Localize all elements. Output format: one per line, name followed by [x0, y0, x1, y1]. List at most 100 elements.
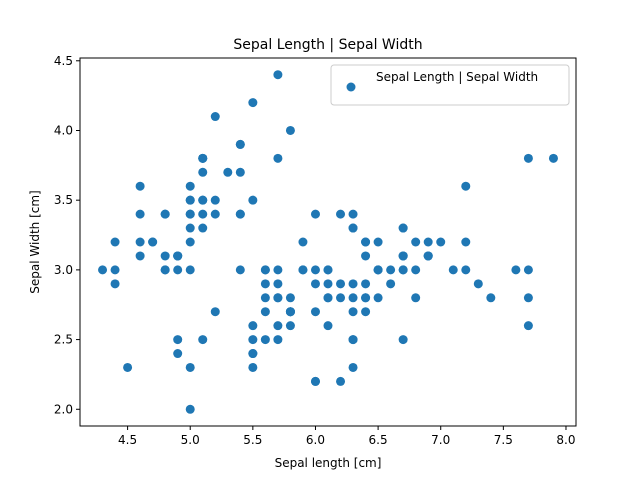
data-point-85: [310, 209, 320, 219]
y-axis-ticks: 2.0 2.5 3.0 3.5 4.0 4.5: [54, 54, 80, 416]
data-point-112: [411, 265, 421, 275]
data-point-33: [248, 98, 258, 108]
data-point-27: [210, 195, 220, 205]
data-point-111: [361, 307, 371, 317]
data-point-105: [511, 265, 521, 275]
data-point-136: [348, 209, 358, 219]
x-tick-label-0: 4.5: [118, 433, 137, 447]
data-point-64: [260, 279, 270, 289]
data-point-106: [173, 335, 183, 345]
data-point-31: [235, 209, 245, 219]
data-point-148: [336, 209, 346, 219]
data-point-122: [523, 293, 533, 303]
data-point-3: [135, 251, 145, 261]
data-point-22: [135, 181, 145, 191]
data-point-59: [210, 307, 220, 317]
data-point-43: [185, 195, 195, 205]
data-point-25: [185, 265, 195, 275]
data-point-125: [461, 237, 471, 247]
data-point-130: [486, 293, 496, 303]
data-point-115: [361, 237, 371, 247]
y-tick-label-3: 3.5: [54, 193, 73, 207]
data-point-75: [386, 265, 396, 275]
data-point-138: [310, 265, 320, 275]
data-point-113: [273, 335, 283, 345]
data-point-119: [310, 376, 320, 386]
data-point-96: [273, 279, 283, 289]
data-point-14: [285, 125, 295, 135]
data-point-39: [198, 209, 208, 219]
chart-title: Sepal Length | Sepal Width: [233, 37, 422, 53]
x-tick-label-2: 5.5: [243, 433, 262, 447]
data-point-102: [448, 265, 458, 275]
data-point-147: [373, 265, 383, 275]
legend-label: Sepal Length | Sepal Width: [376, 70, 538, 84]
y-tick-label-0: 2.0: [54, 402, 73, 416]
data-point-76: [411, 293, 421, 303]
x-axis-label: Sepal length [cm]: [275, 456, 382, 470]
data-point-4: [185, 181, 195, 191]
data-point-29: [148, 237, 158, 247]
data-point-30: [160, 251, 170, 261]
data-point-121: [260, 293, 270, 303]
data-point-132: [361, 293, 371, 303]
data-point-69: [260, 335, 270, 345]
data-point-131: [548, 153, 558, 163]
data-point-36: [248, 195, 258, 205]
data-point-100: [348, 223, 358, 233]
data-point-129: [461, 265, 471, 275]
data-point-110: [373, 237, 383, 247]
data-point-107: [473, 279, 483, 289]
data-point-74: [361, 279, 371, 289]
plot-area-frame: [79, 57, 577, 427]
data-point-133: [348, 293, 358, 303]
data-point-83: [310, 307, 320, 317]
legend: Sepal Length | Sepal Width: [330, 64, 570, 106]
data-point-16: [235, 139, 245, 149]
data-point-32: [210, 112, 220, 122]
data-point-92: [285, 321, 295, 331]
data-point-143: [411, 237, 421, 247]
data-point-6: [135, 209, 145, 219]
data-point-95: [273, 265, 283, 275]
data-point-127: [323, 265, 333, 275]
data-point-149: [298, 265, 308, 275]
data-point-146: [348, 335, 358, 345]
data-points: [98, 70, 558, 414]
data-point-41: [123, 362, 133, 372]
data-point-17: [198, 195, 208, 205]
data-point-99: [273, 293, 283, 303]
data-point-54: [373, 293, 383, 303]
legend-marker: [346, 82, 356, 92]
data-point-68: [336, 376, 346, 386]
data-point-140: [398, 251, 408, 261]
data-point-117: [523, 153, 533, 163]
data-point-23: [198, 223, 208, 233]
data-point-1: [173, 265, 183, 275]
data-point-103: [348, 279, 358, 289]
data-point-135: [523, 265, 533, 275]
data-point-73: [323, 293, 333, 303]
data-point-145: [398, 265, 408, 275]
x-axis-ticks: 4.5 5.0 5.5 6.0 6.5 7.0 7.5 8.0: [118, 426, 576, 447]
data-point-24: [160, 209, 170, 219]
data-point-93: [185, 362, 195, 372]
data-point-120: [423, 237, 433, 247]
data-point-37: [173, 251, 183, 261]
data-point-10: [235, 167, 245, 177]
y-tick-label-2: 3.0: [54, 263, 73, 277]
y-tick-label-5: 4.5: [54, 54, 73, 68]
data-point-70: [298, 237, 308, 247]
data-point-134: [323, 321, 333, 331]
data-point-81: [248, 349, 258, 359]
data-point-123: [348, 307, 358, 317]
data-point-94: [260, 307, 270, 317]
x-tick-label-6: 7.5: [494, 433, 513, 447]
x-tick-label-7: 8.0: [556, 433, 575, 447]
data-point-18: [273, 153, 283, 163]
x-tick-label-5: 7.0: [431, 433, 450, 447]
y-tick-label-4: 4.0: [54, 123, 73, 137]
data-point-89: [248, 335, 258, 345]
data-point-97: [336, 279, 346, 289]
